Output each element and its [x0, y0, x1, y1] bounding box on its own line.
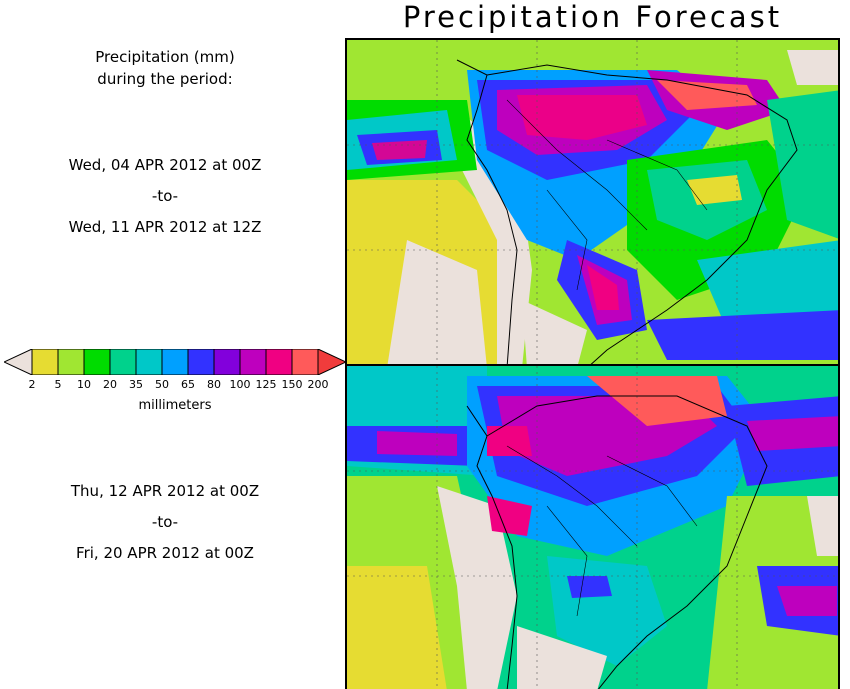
field-b-itcz-core [377, 431, 457, 456]
colorbar-tick-label: 2 [28, 378, 36, 391]
field-amazon-max [517, 95, 647, 140]
period-1-end: Wed, 11 APR 2012 at 12Z [68, 218, 262, 236]
colorbar-tick-label: 50 [155, 378, 169, 391]
field-b-amazon-max-1 [487, 426, 532, 456]
period-1-sep: -to- [151, 187, 179, 205]
field-b-coastal-desert [437, 486, 517, 689]
period-1-label: Wed, 04 APR 2012 at 00Z -to- Wed, 11 APR… [0, 150, 330, 243]
colorbar-cells [31, 349, 319, 375]
colorbar-low-arrow [4, 349, 33, 375]
colorbar-tick-label: 100 [229, 378, 251, 391]
colorbar-cell [265, 349, 293, 375]
field-patagonia-dry [522, 300, 587, 364]
field-b-plata-heavy [567, 576, 612, 598]
map-bottom [347, 366, 838, 689]
colorbar-cell [291, 349, 319, 375]
period-1-start: Wed, 04 APR 2012 at 00Z [68, 156, 262, 174]
field-b-atlantic-dry [807, 496, 838, 556]
map-top-borders [506, 99, 708, 291]
map-top-east-coast [486, 64, 798, 364]
map-top [347, 40, 838, 364]
colorbar-tick-label: 5 [54, 378, 62, 391]
map-top-west-coast [456, 59, 518, 364]
colorbar-cell [83, 349, 111, 375]
field-itcz-max [372, 140, 427, 160]
field-north-coast-max [657, 80, 757, 110]
field-b-amazon-max-2 [487, 496, 532, 536]
field-b-north-max [587, 376, 727, 426]
colorbar-ticks: 2 5 10 20 35 50 65 80 100 125 150 200 [0, 378, 350, 392]
map-bottom-east-coast [486, 395, 768, 689]
field-plata-max [587, 265, 619, 310]
field-b-patagonia-dry [517, 626, 607, 689]
period-2-label: Thu, 12 APR 2012 at 00Z -to- Fri, 20 APR… [0, 476, 330, 569]
field-pacific-very-dry [387, 240, 487, 364]
colorbar-cell [31, 349, 59, 375]
colorbar-tick-label: 65 [181, 378, 195, 391]
field-sacz-band [647, 310, 838, 360]
colorbar-tick-label: 10 [77, 378, 91, 391]
colorbar-tick-label: 20 [103, 378, 117, 391]
colorbar-tick-label: 125 [255, 378, 277, 391]
map-bottom-west-coast [466, 405, 518, 689]
colorbar-high-arrow [317, 349, 346, 375]
description-line1: Precipitation (mm) [95, 48, 235, 66]
description-line2: during the period: [97, 70, 233, 88]
map-panel-top [345, 38, 840, 366]
colorbar-cell [57, 349, 85, 375]
map-bottom-graticule [347, 366, 838, 689]
colorbar-cell [135, 349, 163, 375]
colorbar [4, 349, 346, 375]
description: Precipitation (mm) during the period: [0, 46, 330, 90]
map-panel-bottom [345, 364, 840, 689]
period-2-sep: -to- [151, 513, 179, 531]
period-2-end: Fri, 20 APR 2012 at 00Z [76, 544, 254, 562]
field-b-atlantic-band-core [747, 416, 838, 451]
colorbar-cell [239, 349, 267, 375]
colorbar-cell [161, 349, 189, 375]
field-atlantic-dry [787, 50, 838, 85]
colorbar-cell [187, 349, 215, 375]
field-b-south-band-core [777, 586, 837, 616]
page-title: Precipitation Forecast [402, 0, 783, 34]
colorbar-tick-label: 150 [281, 378, 303, 391]
colorbar-tick-label: 200 [307, 378, 329, 391]
colorbar-cell [109, 349, 137, 375]
field-brazil-dry-spot [687, 175, 742, 205]
period-2-start: Thu, 12 APR 2012 at 00Z [70, 482, 260, 500]
map-top-graticule [347, 40, 838, 364]
field-b-pacific-dry [347, 566, 447, 689]
map-bottom-borders [506, 445, 698, 617]
colorbar-cell [213, 349, 241, 375]
colorbar-units: millimeters [138, 398, 212, 413]
colorbar-tick-label: 80 [207, 378, 221, 391]
field-atlantic [767, 90, 838, 239]
colorbar-tick-label: 35 [129, 378, 143, 391]
